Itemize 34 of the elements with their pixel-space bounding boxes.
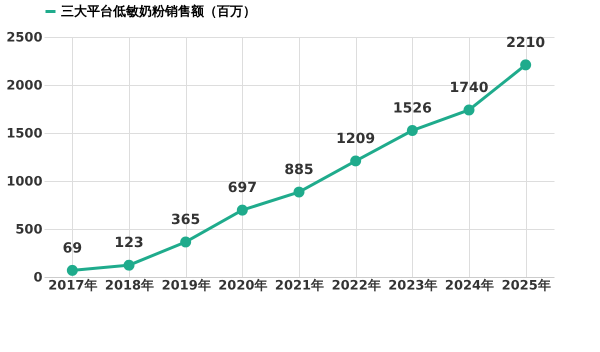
point bbox=[66, 264, 78, 276]
y-tick-label: 1500 bbox=[6, 126, 42, 142]
point bbox=[236, 204, 248, 216]
point bbox=[406, 125, 418, 136]
data-label: 2210 bbox=[506, 34, 546, 51]
point bbox=[520, 59, 532, 70]
point bbox=[180, 236, 192, 248]
x-tick-label: 2024年 bbox=[444, 278, 494, 294]
point bbox=[124, 260, 134, 271]
data-label: 123 bbox=[114, 235, 144, 252]
legend-label: 三大平台低敏奶粉销售额（百万） bbox=[61, 4, 256, 20]
data-label: 1209 bbox=[336, 130, 376, 147]
y-tick-label: 2000 bbox=[6, 78, 42, 94]
point bbox=[464, 104, 474, 116]
data-label: 1526 bbox=[392, 100, 432, 117]
data-label: 365 bbox=[171, 212, 200, 228]
x-tick-label: 2018年 bbox=[104, 278, 154, 294]
x-tick-label: 2025年 bbox=[502, 278, 551, 294]
data-label: 697 bbox=[228, 180, 257, 196]
data-label: 1740 bbox=[450, 80, 489, 96]
data-label: 885 bbox=[284, 162, 314, 178]
x-tick-label: 2023年 bbox=[388, 278, 438, 294]
x-tick-label: 2020年 bbox=[218, 278, 268, 294]
point bbox=[350, 155, 362, 166]
point bbox=[294, 186, 304, 198]
y-tick-label: 2500 bbox=[6, 30, 42, 46]
x-tick-label: 2022年 bbox=[332, 278, 381, 294]
data-label: 69 bbox=[62, 240, 82, 256]
x-tick-label: 2017年 bbox=[48, 278, 98, 294]
x-tick-label: 2021年 bbox=[274, 278, 324, 294]
y-tick-label: 500 bbox=[15, 222, 42, 238]
y-tick-label: 1000 bbox=[6, 174, 42, 190]
x-tick-label: 2019年 bbox=[162, 278, 211, 294]
y-tick-label: 0 bbox=[33, 270, 42, 286]
